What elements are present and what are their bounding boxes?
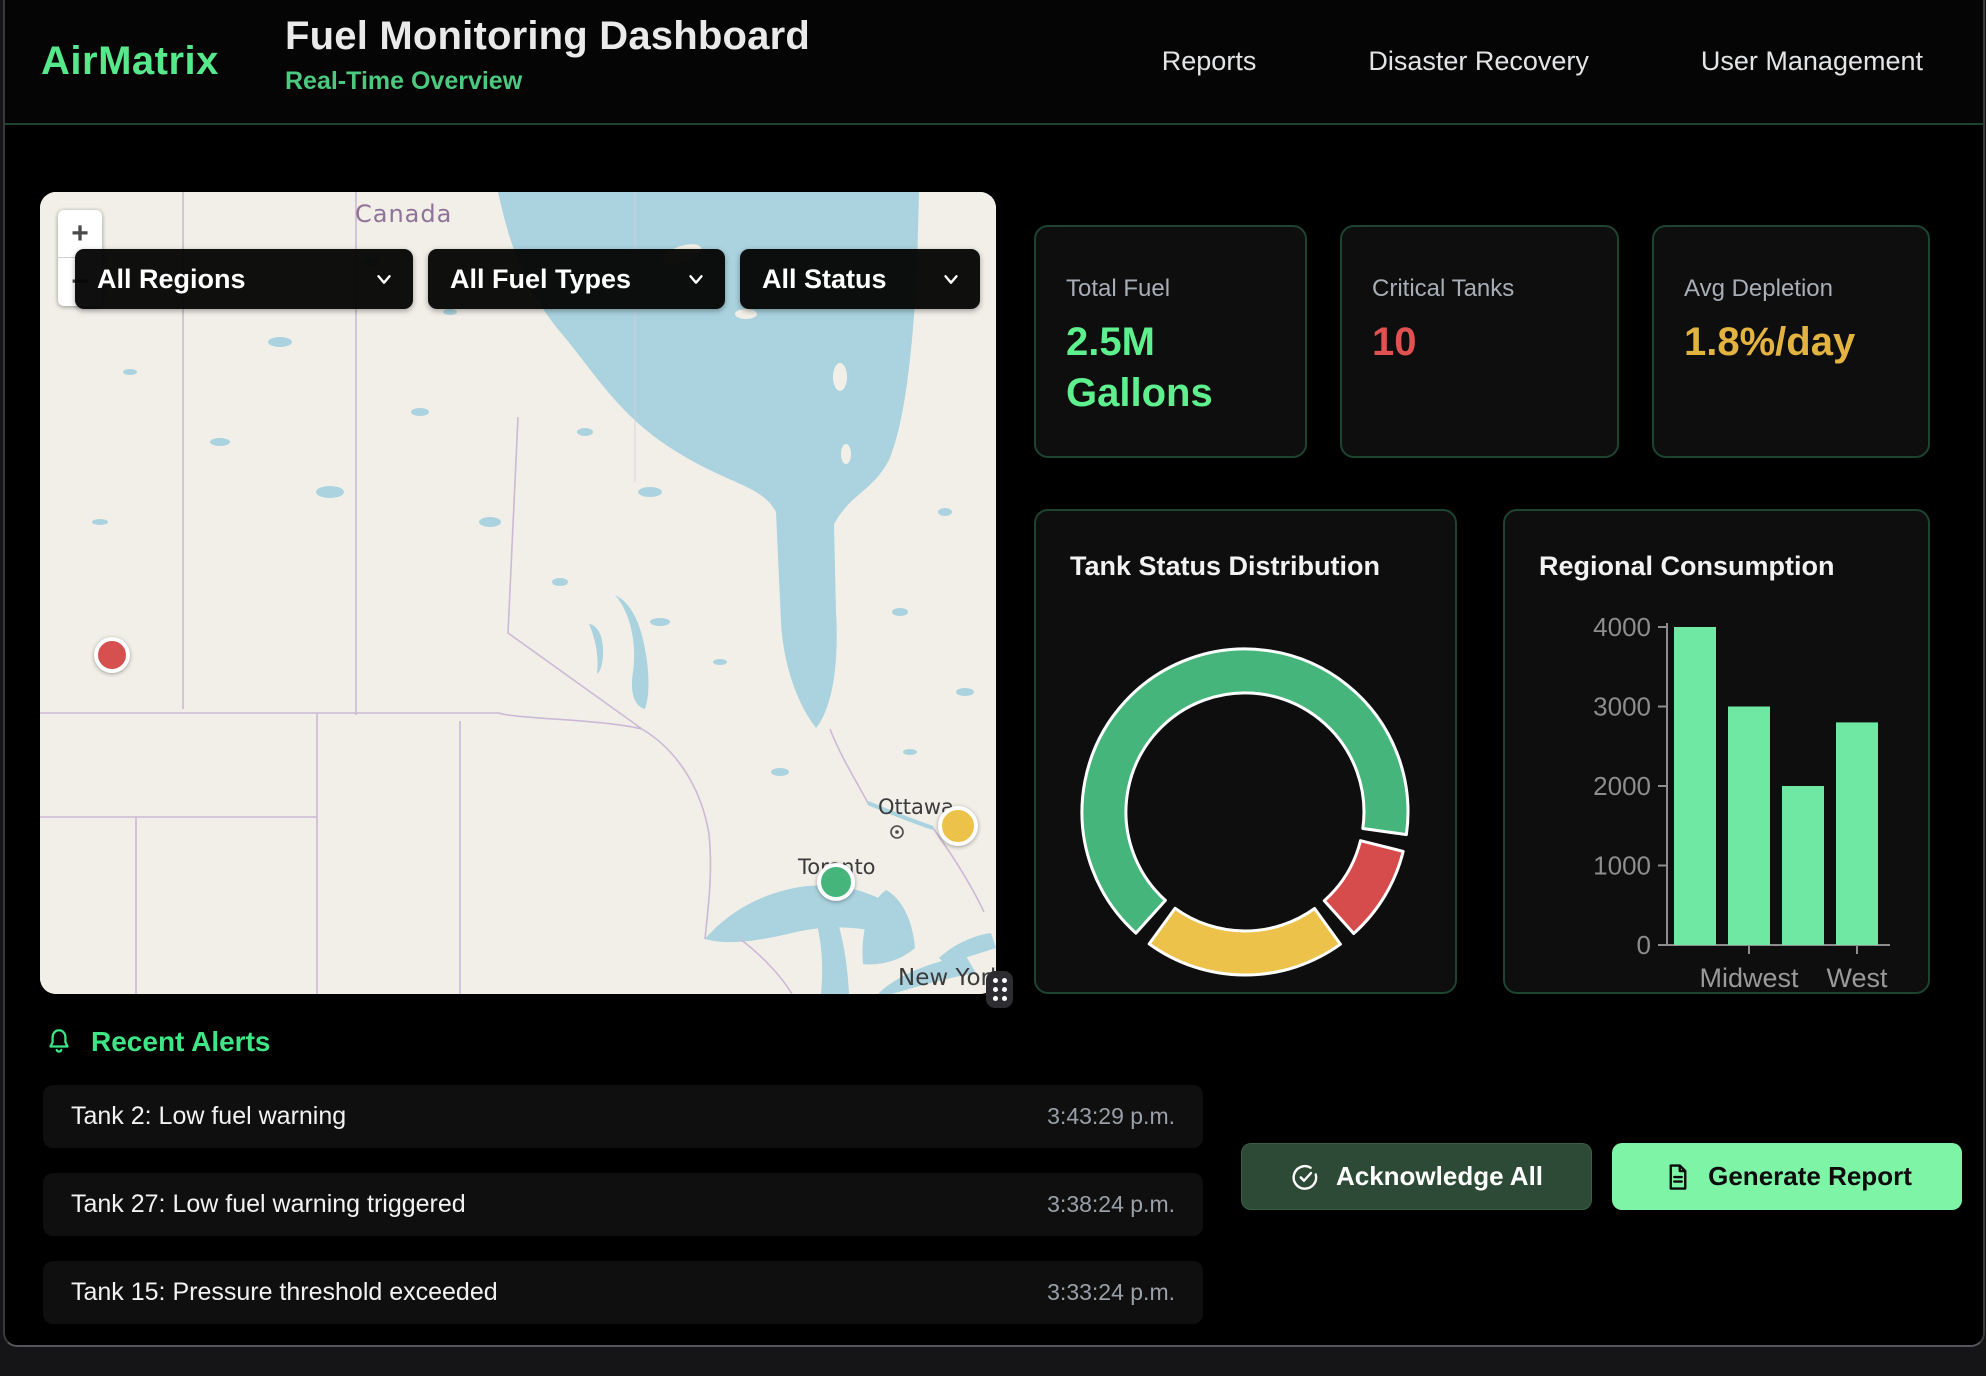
stat-card-total-fuel: Total Fuel 2.5M Gallons xyxy=(1034,225,1307,458)
status-filter-value: All Status xyxy=(762,264,887,295)
map-panel[interactable]: Canada Ottawa Toronto New York + − All R… xyxy=(40,192,996,994)
stat-value: 10 xyxy=(1372,317,1552,368)
svg-text:3000: 3000 xyxy=(1593,692,1651,722)
generate-report-label: Generate Report xyxy=(1708,1161,1912,1192)
donut-chart xyxy=(1036,511,1455,992)
check-circle-icon xyxy=(1290,1162,1320,1192)
fuel-type-filter-dropdown[interactable]: All Fuel Types xyxy=(428,249,725,309)
status-filter-dropdown[interactable]: All Status xyxy=(740,249,980,309)
stat-value: 2.5M Gallons xyxy=(1066,317,1246,419)
tank-marker-critical[interactable] xyxy=(94,637,130,673)
svg-text:Midwest: Midwest xyxy=(1699,963,1799,992)
alert-text: Tank 2: Low fuel warning xyxy=(71,1102,346,1131)
regional-consumption-chart-card: Regional Consumption 01000200030004000Mi… xyxy=(1503,509,1930,994)
svg-text:West: West xyxy=(1826,963,1888,992)
svg-text:4000: 4000 xyxy=(1593,612,1651,642)
document-icon xyxy=(1662,1162,1692,1192)
page-title: Fuel Monitoring Dashboard xyxy=(285,14,810,59)
chevron-down-icon xyxy=(685,268,707,290)
svg-text:0: 0 xyxy=(1637,930,1651,960)
alert-row[interactable]: Tank 15: Pressure threshold exceeded 3:3… xyxy=(43,1261,1203,1324)
generate-report-button[interactable]: Generate Report xyxy=(1612,1143,1962,1210)
alert-row[interactable]: Tank 27: Low fuel warning triggered 3:38… xyxy=(43,1173,1203,1236)
stat-label: Total Fuel xyxy=(1066,275,1275,303)
bell-icon xyxy=(43,1026,75,1058)
page-subtitle: Real-Time Overview xyxy=(285,67,810,96)
nav-item-user-management[interactable]: User Management xyxy=(1701,46,1923,77)
bar-chart: 0 1000 2000 3000 4000 Midwest West xyxy=(1505,511,1928,992)
brand-logo: AirMatrix xyxy=(41,0,219,123)
tank-marker-normal[interactable] xyxy=(817,863,855,901)
stat-card-critical-tanks: Critical Tanks 10 xyxy=(1340,225,1619,458)
alert-timestamp: 3:38:24 p.m. xyxy=(1047,1191,1175,1218)
region-filter-dropdown[interactable]: All Regions xyxy=(75,249,413,309)
tank-status-chart-card: Tank Status Distribution xyxy=(1034,509,1457,994)
recent-alerts-title: Recent Alerts xyxy=(91,1026,270,1058)
alert-row[interactable]: Tank 2: Low fuel warning 3:43:29 p.m. xyxy=(43,1085,1203,1148)
alert-text: Tank 27: Low fuel warning triggered xyxy=(71,1190,466,1219)
alert-timestamp: 3:33:24 p.m. xyxy=(1047,1279,1175,1306)
nav-item-reports[interactable]: Reports xyxy=(1162,46,1257,77)
header-bar: AirMatrix Fuel Monitoring Dashboard Real… xyxy=(5,0,1983,125)
chevron-down-icon xyxy=(373,268,395,290)
nav-item-disaster-recovery[interactable]: Disaster Recovery xyxy=(1368,46,1589,77)
fuel-type-filter-value: All Fuel Types xyxy=(450,264,631,295)
stat-card-avg-depletion: Avg Depletion 1.8%/day xyxy=(1652,225,1930,458)
recent-alerts-header: Recent Alerts xyxy=(43,1026,270,1058)
dashboard-window: AirMatrix Fuel Monitoring Dashboard Real… xyxy=(3,0,1985,1347)
acknowledge-all-label: Acknowledge All xyxy=(1336,1161,1543,1192)
alert-text: Tank 15: Pressure threshold exceeded xyxy=(71,1278,498,1307)
svg-text:2000: 2000 xyxy=(1593,771,1651,801)
stat-value: 1.8%/day xyxy=(1684,317,1864,368)
tank-marker-warning[interactable] xyxy=(938,806,978,846)
map-resize-handle[interactable] xyxy=(986,971,1013,1008)
map-label-new-york: New York xyxy=(898,965,996,991)
stat-label: Critical Tanks xyxy=(1372,275,1587,303)
svg-text:1000: 1000 xyxy=(1593,851,1651,881)
stat-label: Avg Depletion xyxy=(1684,275,1898,303)
alert-timestamp: 3:43:29 p.m. xyxy=(1047,1103,1175,1130)
map-filter-bar: All Regions All Fuel Types All Status xyxy=(75,249,980,309)
main-nav: Reports Disaster Recovery User Managemen… xyxy=(1162,0,1923,123)
region-filter-value: All Regions xyxy=(97,264,246,295)
page-title-block: Fuel Monitoring Dashboard Real-Time Over… xyxy=(285,14,810,96)
map-label-canada: Canada xyxy=(355,200,452,228)
chevron-down-icon xyxy=(940,268,962,290)
acknowledge-all-button[interactable]: Acknowledge All xyxy=(1241,1143,1592,1210)
